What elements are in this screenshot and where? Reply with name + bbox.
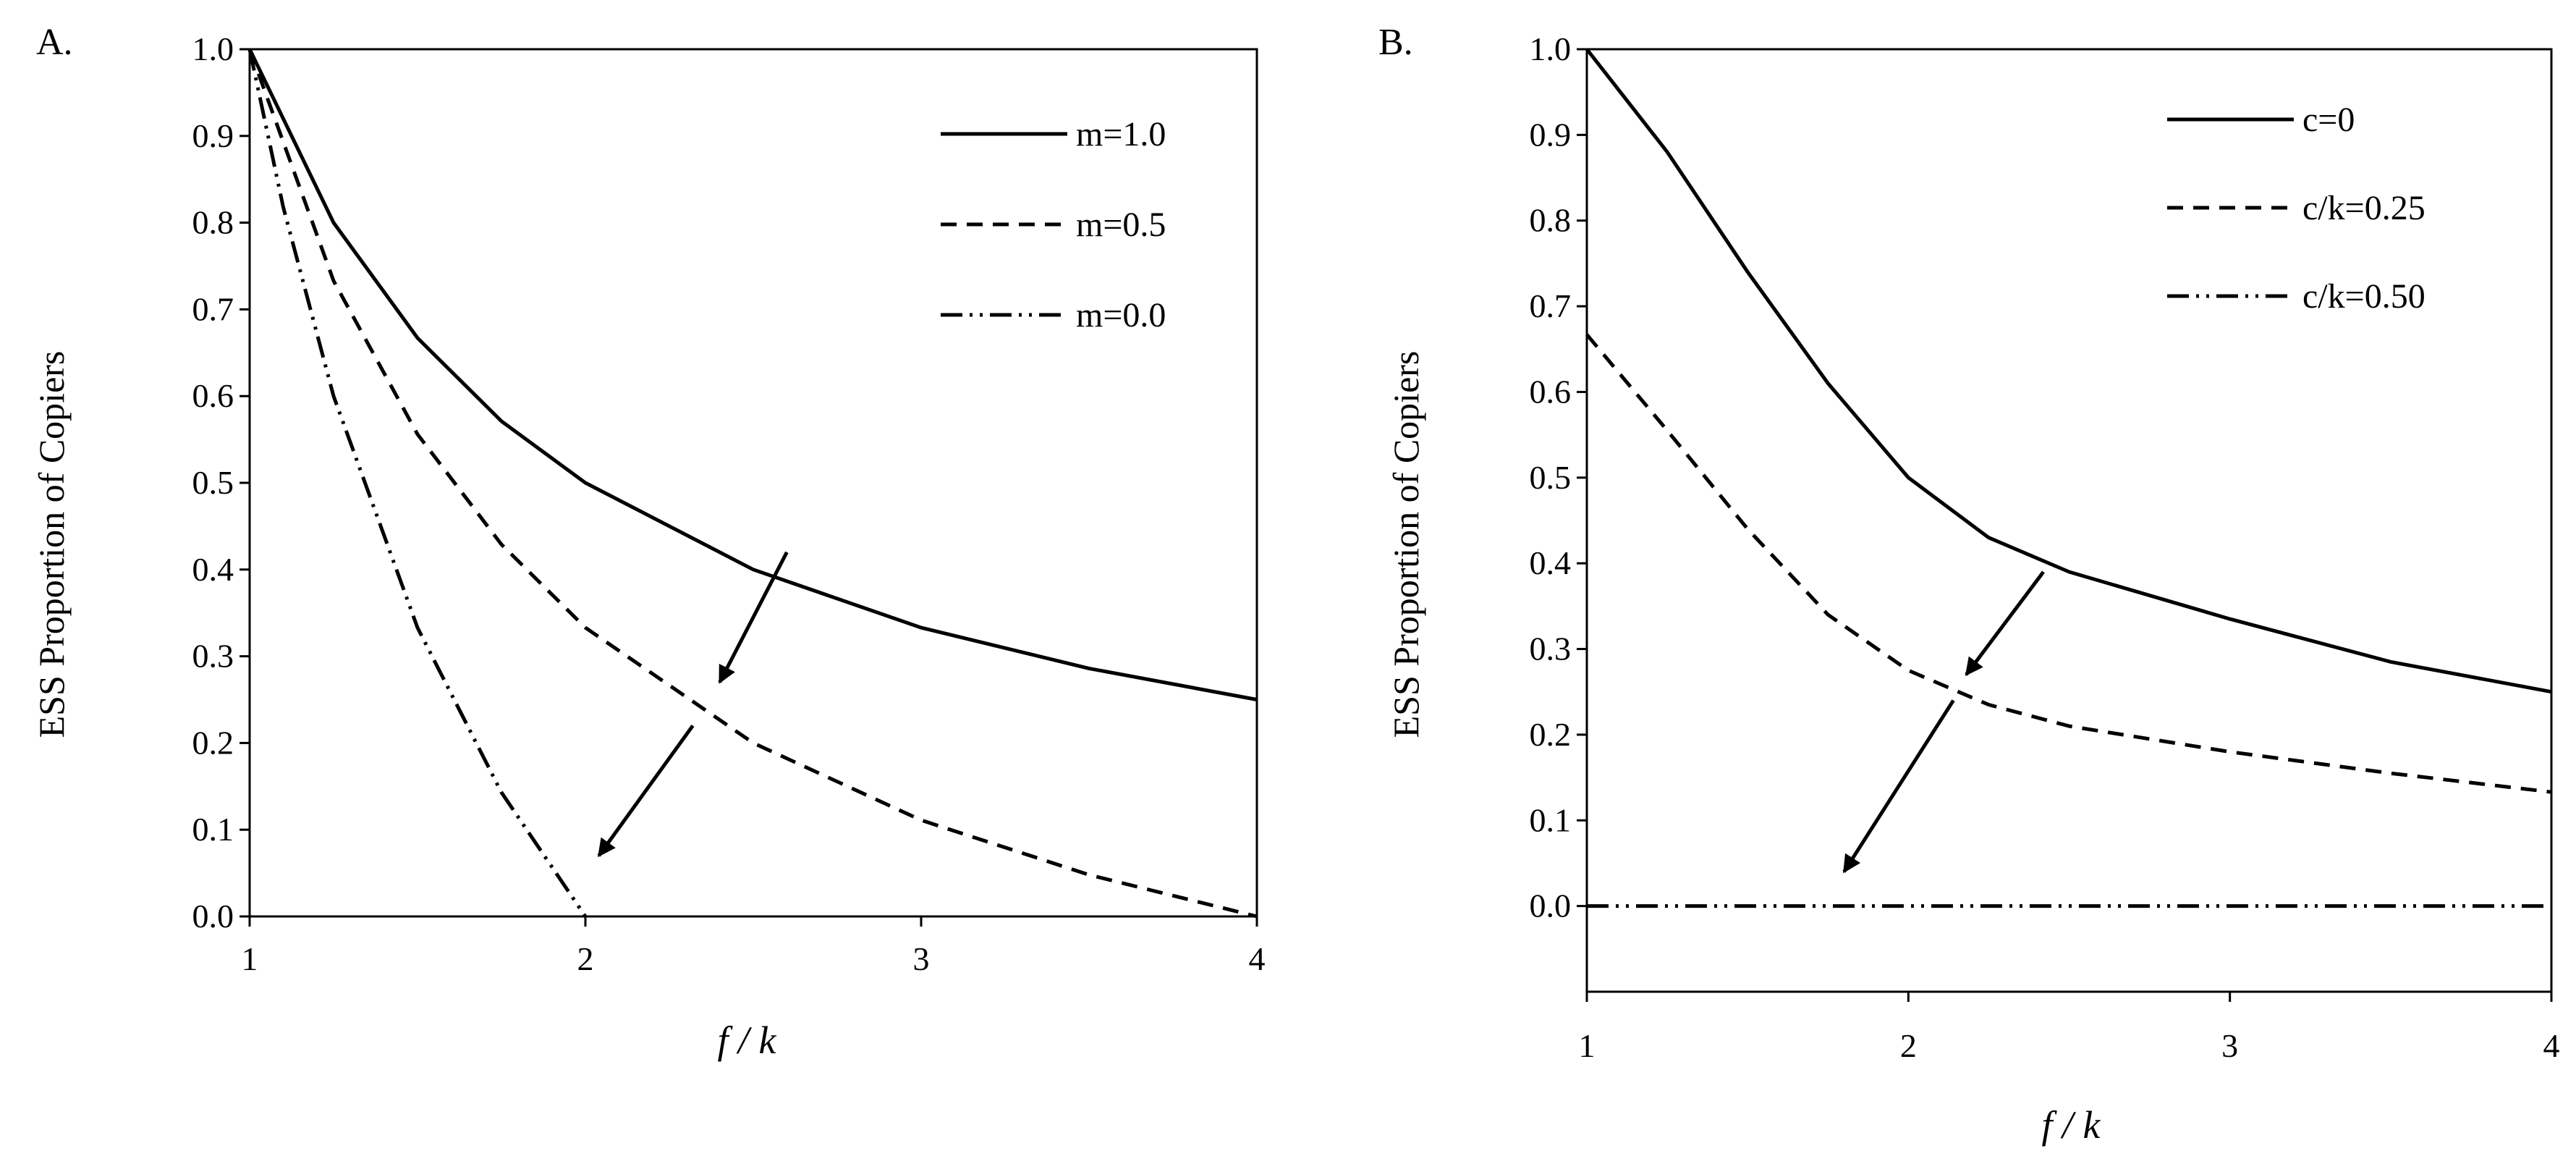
legend-label: m=1.0 (1076, 115, 1166, 153)
panel-a-legend: m=1.0 m=0.5 m=0.0 (941, 115, 1166, 334)
panel-b-legend: c=0 c/k=0.25 c/k=0.50 (2167, 101, 2425, 316)
panel-a-label: A. (36, 22, 73, 63)
x-tick-label: 2 (577, 940, 594, 977)
x-tick-label: 3 (2221, 1027, 2238, 1064)
x-tick-label: 2 (1900, 1027, 1917, 1064)
panel-a-x-ticks: 1 2 3 4 (242, 916, 1266, 977)
panel-a-series (247, 48, 1258, 919)
y-tick-label: 1.0 (192, 30, 234, 67)
y-tick-label: 0.4 (1530, 544, 1572, 581)
panel-b-y-ticks: 0.0 0.1 0.2 0.3 0.4 0.5 0.6 0.7 0.8 0.9 1.0 (1530, 30, 1587, 924)
panel-a-x-axis-label: f / k (718, 1018, 777, 1062)
trend-arrow (597, 724, 695, 858)
panel-b-series (1585, 48, 2552, 908)
panel-b: B. ESS Proportion of Copiers f / k 0.00.… (1378, 22, 2560, 1147)
y-tick-label: 0.8 (1530, 202, 1572, 239)
x-tick-label: 1 (1579, 1027, 1596, 1064)
y-tick-label: 0.2 (192, 724, 234, 761)
x-tick-label: 3 (913, 940, 930, 977)
trend-arrow (718, 551, 789, 684)
legend-label: c/k=0.25 (2302, 189, 2425, 227)
y-tick-label: 0.0 (1530, 887, 1572, 924)
y-tick-label: 0.0 (192, 898, 234, 935)
series-line-2 (1585, 333, 2552, 794)
y-tick-label: 0.5 (192, 464, 234, 501)
panel-b-plot-frame (1585, 48, 2553, 993)
y-tick-label: 0.1 (1530, 801, 1572, 838)
trend-arrow (1965, 570, 2045, 677)
legend-label: c=0 (2302, 101, 2355, 139)
legend-label: m=0.0 (1076, 296, 1166, 334)
y-tick-label: 0.6 (1530, 373, 1572, 410)
panel-a: A. ESS Proportion of Copiers f / k 0.00.… (31, 22, 1266, 1062)
y-tick-label: 0.5 (1530, 459, 1572, 496)
series-line-1 (247, 48, 1258, 701)
y-tick-label: 0.3 (1530, 630, 1572, 667)
y-tick-label: 0.6 (192, 377, 234, 414)
legend-label: c/k=0.50 (2302, 277, 2425, 316)
panel-b-y-axis-label: ESS Proportion of Copiers (1386, 351, 1426, 738)
y-tick-label: 0.7 (1530, 287, 1572, 324)
trend-arrow (1842, 699, 1955, 874)
series-line-3 (247, 48, 588, 918)
panel-b-arrows (1842, 570, 2045, 874)
y-tick-label: 0.4 (192, 551, 234, 588)
panel-b-label: B. (1378, 22, 1413, 63)
y-tick-label: 0.7 (192, 290, 234, 327)
y-tick-label: 0.2 (1530, 716, 1572, 753)
panel-a-arrows (597, 551, 789, 858)
y-tick-label: 1.0 (1530, 30, 1572, 67)
x-tick-label: 1 (242, 940, 258, 977)
x-tick-label: 4 (1249, 940, 1266, 977)
legend-label: m=0.5 (1076, 206, 1166, 244)
panel-a-y-axis-label: ESS Proportion of Copiers (31, 351, 72, 738)
series-line-2 (247, 48, 1258, 919)
x-tick-label: 4 (2543, 1027, 2560, 1064)
panel-b-x-axis-label: f / k (2042, 1103, 2101, 1147)
y-tick-label: 0.9 (1530, 116, 1572, 153)
panel-b-x-ticks: 1 2 3 4 (1579, 992, 2560, 1064)
panel-a-plot-frame (248, 48, 1258, 918)
series-line-1 (1585, 48, 2552, 694)
y-tick-label: 0.9 (192, 117, 234, 154)
y-tick-label: 0.1 (192, 811, 234, 848)
y-tick-label: 0.3 (192, 638, 234, 675)
y-tick-label: 0.8 (192, 204, 234, 241)
panel-a-y-ticks: 0.0 0.1 0.2 0.3 0.4 0.5 0.6 0.7 0.8 0.9 1.0 (192, 30, 250, 935)
